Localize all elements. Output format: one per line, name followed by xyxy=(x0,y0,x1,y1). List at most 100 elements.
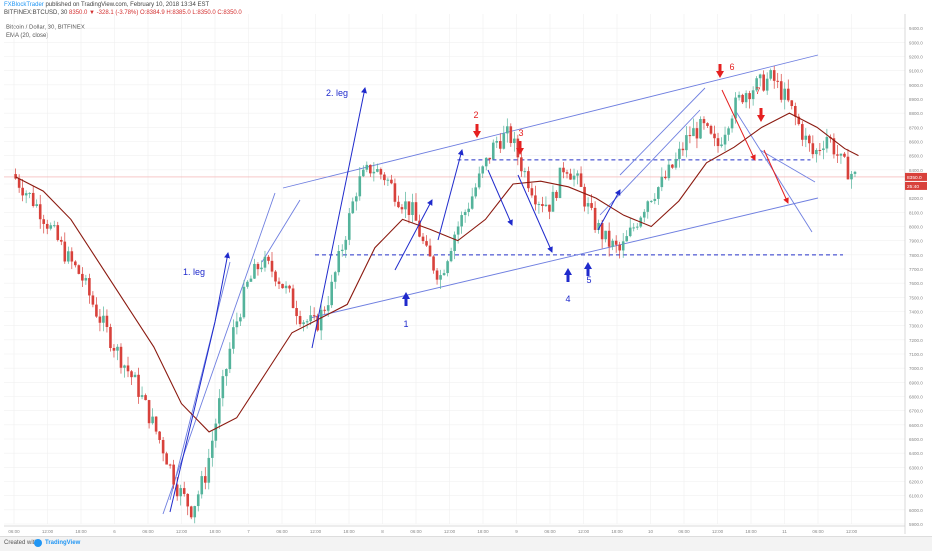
candle-body xyxy=(379,169,383,175)
candlestick-series xyxy=(14,66,857,524)
candle-body xyxy=(762,74,765,91)
candle-body xyxy=(695,128,699,139)
candle-body xyxy=(298,316,302,325)
price-tick-label: 6200.0 xyxy=(909,480,923,485)
candle-body xyxy=(225,369,228,377)
candle-body xyxy=(186,493,190,507)
time-tick-label: 12:00 xyxy=(578,529,590,534)
candle-body xyxy=(274,271,277,282)
candle-body xyxy=(839,153,843,156)
tradingview-brand[interactable]: TradingView xyxy=(45,540,81,546)
candle-body xyxy=(24,193,28,196)
candle-body xyxy=(207,457,211,483)
price-tick-label: 7100.0 xyxy=(909,352,923,357)
down-marker-arrow xyxy=(716,64,724,78)
candle-body xyxy=(319,309,323,331)
candle-body xyxy=(590,203,593,208)
candle-body xyxy=(811,143,815,155)
candle-body xyxy=(699,119,702,139)
countdown-tag xyxy=(905,181,927,190)
candle-body xyxy=(210,440,214,458)
candle-body xyxy=(660,176,664,188)
candle-body xyxy=(460,215,463,227)
time-tick-label: 11 xyxy=(782,529,787,534)
candle-body xyxy=(509,126,513,144)
author-name[interactable]: FXBlockTrader xyxy=(4,2,44,8)
price-tick-label: 6000.0 xyxy=(909,508,923,513)
candle-body xyxy=(635,226,639,228)
candle-body xyxy=(825,137,829,149)
time-axis[interactable]: 06:00 12:00 18:00 6 06:00 12:00 18:00 7 06:00 12:… xyxy=(4,525,905,534)
candle-body xyxy=(235,321,239,328)
price-tick-label: 8100.0 xyxy=(909,210,923,215)
candle-body xyxy=(463,211,467,216)
candle-body xyxy=(548,204,551,212)
candle-body xyxy=(179,488,182,497)
price-tick-label: 8400.0 xyxy=(909,168,923,173)
candle-body xyxy=(147,400,151,424)
candle-body xyxy=(291,288,295,309)
candle-body xyxy=(843,153,846,157)
candle-body xyxy=(576,173,579,176)
candle-body xyxy=(21,187,24,196)
wave-arrow xyxy=(721,89,756,161)
price-tick-label: 8200.0 xyxy=(909,196,923,201)
quote-change: 8350.0 ▼ -328.1 (-3.78%) xyxy=(69,10,139,16)
candle-body xyxy=(242,286,246,318)
candle-body xyxy=(456,226,460,235)
down-marker-arrow xyxy=(473,124,481,138)
candle-body xyxy=(383,174,386,181)
down-marker-arrow xyxy=(757,108,765,122)
candle-body xyxy=(56,225,60,240)
candle-body xyxy=(646,201,650,212)
candle-body xyxy=(597,222,600,230)
candle-body xyxy=(737,94,741,98)
candle-body xyxy=(481,166,485,174)
time-tick-label: 12:00 xyxy=(176,529,188,534)
candle-body xyxy=(45,223,49,229)
candle-body xyxy=(797,116,801,125)
candle-body xyxy=(84,278,88,281)
candle-body xyxy=(579,173,583,187)
candle-body xyxy=(323,309,326,311)
price-tick-label: 6400.0 xyxy=(909,451,923,456)
up-marker-arrow xyxy=(584,262,592,276)
wave-arrow xyxy=(597,189,621,231)
candle-body xyxy=(116,346,119,351)
candle-body xyxy=(397,201,400,208)
channel-line xyxy=(759,149,816,183)
candle-body xyxy=(260,267,263,270)
candle-body xyxy=(144,395,147,401)
candle-body xyxy=(98,316,102,323)
candle-body xyxy=(102,315,105,323)
candle-body xyxy=(49,225,53,229)
time-tick-label: 12:00 xyxy=(712,529,724,534)
candle-body xyxy=(488,157,492,160)
candle-body xyxy=(804,135,808,140)
candle-body xyxy=(421,236,425,242)
candle-body xyxy=(400,207,404,210)
candle-body xyxy=(727,128,730,135)
candle-body xyxy=(748,93,751,100)
candle-body xyxy=(52,225,56,227)
candle-body xyxy=(165,453,168,465)
time-tick-label: 7 xyxy=(247,529,250,534)
candle-body xyxy=(702,119,706,124)
price-axis[interactable]: 5900.0 6000.0 6100.0 6200.0 6300.0 6400.0 6500… xyxy=(904,14,923,534)
candle-body xyxy=(239,317,242,322)
candle-body xyxy=(716,138,720,147)
price-tick-label: 8000.0 xyxy=(909,225,923,230)
candle-body xyxy=(709,125,713,134)
candle-body xyxy=(158,431,161,440)
candle-body xyxy=(470,196,474,209)
candle-body xyxy=(407,201,411,215)
candle-body xyxy=(583,186,586,207)
channel-line xyxy=(619,87,706,176)
price-tick-label: 7900.0 xyxy=(909,239,923,244)
wave-label-blue: 5 xyxy=(586,275,591,285)
time-tick-label: 18:00 xyxy=(477,529,489,534)
candle-body xyxy=(786,88,790,101)
time-tick-label: 06:00 xyxy=(678,529,690,534)
candle-body xyxy=(477,173,481,188)
